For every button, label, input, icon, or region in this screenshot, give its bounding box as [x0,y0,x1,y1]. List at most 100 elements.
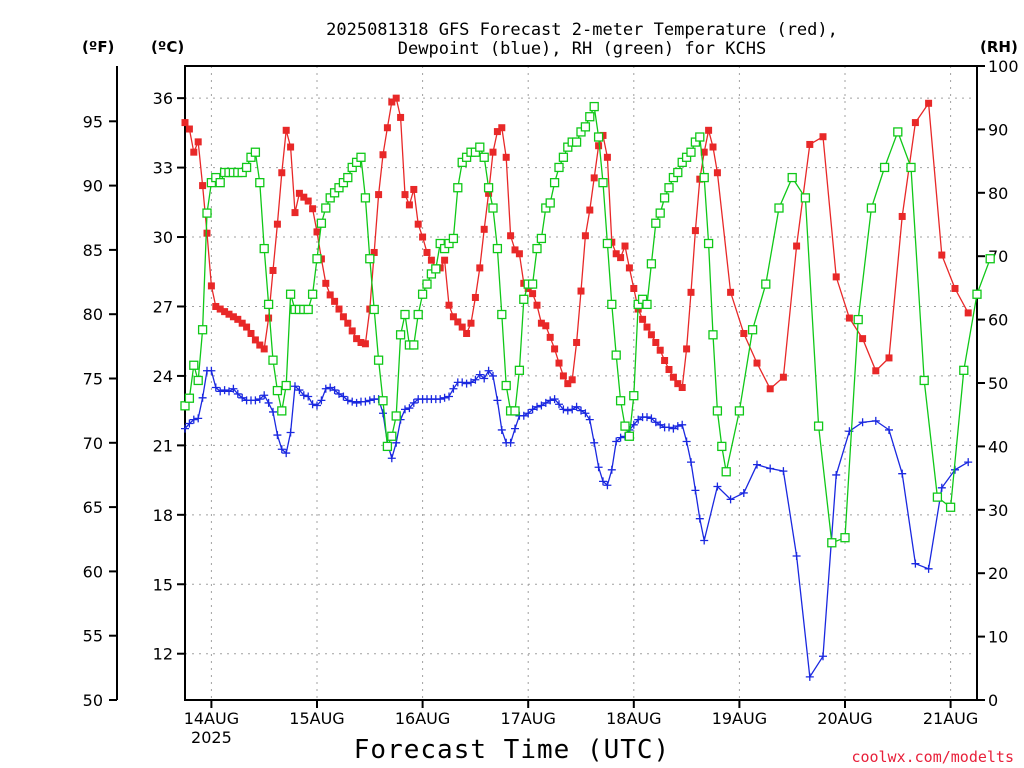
chart-title-line-1: 2025081318 GFS Forecast 2-meter Temperat… [326,20,838,40]
temperature-point [379,151,387,159]
temperature-point [370,248,378,256]
temperature-point [423,248,431,256]
rh-point [453,183,463,193]
temperature-point [212,302,220,310]
dewpoint-point [695,514,704,523]
temperature-point [229,313,237,321]
dewpoint-point [207,366,216,375]
dewpoint-point [832,470,841,479]
rh-point [712,406,723,416]
temperature-point [643,323,651,331]
dewpoint-point [489,371,497,380]
rh-point [360,193,371,203]
temperature-point [405,201,413,209]
dewpoint-point [409,398,418,407]
temperature-point [287,143,295,151]
dewpoint-point [277,445,286,454]
dewpoint-point [365,396,374,405]
temperature-point [573,338,581,346]
temperature-point [625,264,633,272]
rh-point [215,178,225,188]
temperature-point [392,94,400,102]
temperature-point [295,189,303,197]
dewpoint-point [537,401,546,410]
temperature-point [238,319,246,327]
temperature-point [674,380,682,388]
dewpoint-point [691,486,700,495]
rh-point [277,406,287,416]
dewpoint-point [462,379,471,388]
temperature-point [221,308,229,316]
temperature-point [300,193,308,201]
dewpoint-point [189,415,198,424]
temperature-point [419,233,427,241]
dewpoint-point [225,387,233,396]
rh-point [365,254,375,264]
fahrenheit-axis-unit: (ºF) [82,38,114,56]
rh-point [268,355,278,365]
temperature-point [348,327,356,335]
rh-point [255,178,265,188]
dewpoint-point [211,383,220,392]
dewpoint-point [563,406,572,415]
temperature-point [326,291,334,299]
rh-tick-label: 90 [988,120,1008,139]
dewpoint-point [326,383,335,392]
rh-point [879,162,890,173]
temperature-point [669,373,677,381]
temperature-point [740,329,748,337]
plot-frame [184,65,978,701]
rh-point [373,355,384,365]
temperature-point [234,315,242,323]
dewpoint-point [739,488,748,497]
rh-tick-label: 0 [988,691,998,710]
rh-point [519,294,529,304]
rh-point [395,330,406,340]
temperature-point [678,384,686,392]
axes [116,65,978,701]
temperature-point [251,336,259,344]
dewpoint-point [304,392,313,401]
temperature-point [203,229,211,237]
dewpoint-point [528,405,537,414]
temperature-point [331,297,339,305]
temperature-point [647,331,655,339]
dewpoint-point [559,405,568,414]
rh-tick-label: 30 [988,501,1008,520]
f-tick-label: 50 [83,691,103,710]
f-tick-label: 55 [83,627,103,646]
temperature-point [353,335,361,343]
dewpoint-point [643,413,651,422]
rh-point [532,243,542,254]
rh-point [893,127,903,137]
temperature-point [199,182,207,190]
rh-point [241,162,252,173]
temperature-point [568,376,576,384]
dewpoint-point [519,411,528,420]
rh-point [717,441,727,452]
dewpoint-point [255,395,264,404]
temperature-point [322,279,330,287]
temperature-point [304,197,312,205]
rh-point [959,365,969,375]
temperature-point [185,125,193,133]
dewpoint-point [885,425,893,434]
rh-tick-label: 10 [988,628,1008,647]
x-tick-label: 14AUG [184,709,239,728]
dewpoint-point [484,366,493,375]
temperature-point [529,290,537,298]
dewpoint-point [335,389,343,398]
temperature-point [555,359,563,367]
rh-point [303,304,313,315]
temperature-point [766,385,774,393]
temperature-point [793,242,801,250]
rh-point [272,385,283,396]
dewpoint-point [194,414,203,423]
rh-point [598,178,608,188]
dewpoint-point [911,559,920,568]
rh-point [180,401,190,411]
rh-tick-label: 100 [988,57,1019,76]
temperature-point [454,318,462,326]
